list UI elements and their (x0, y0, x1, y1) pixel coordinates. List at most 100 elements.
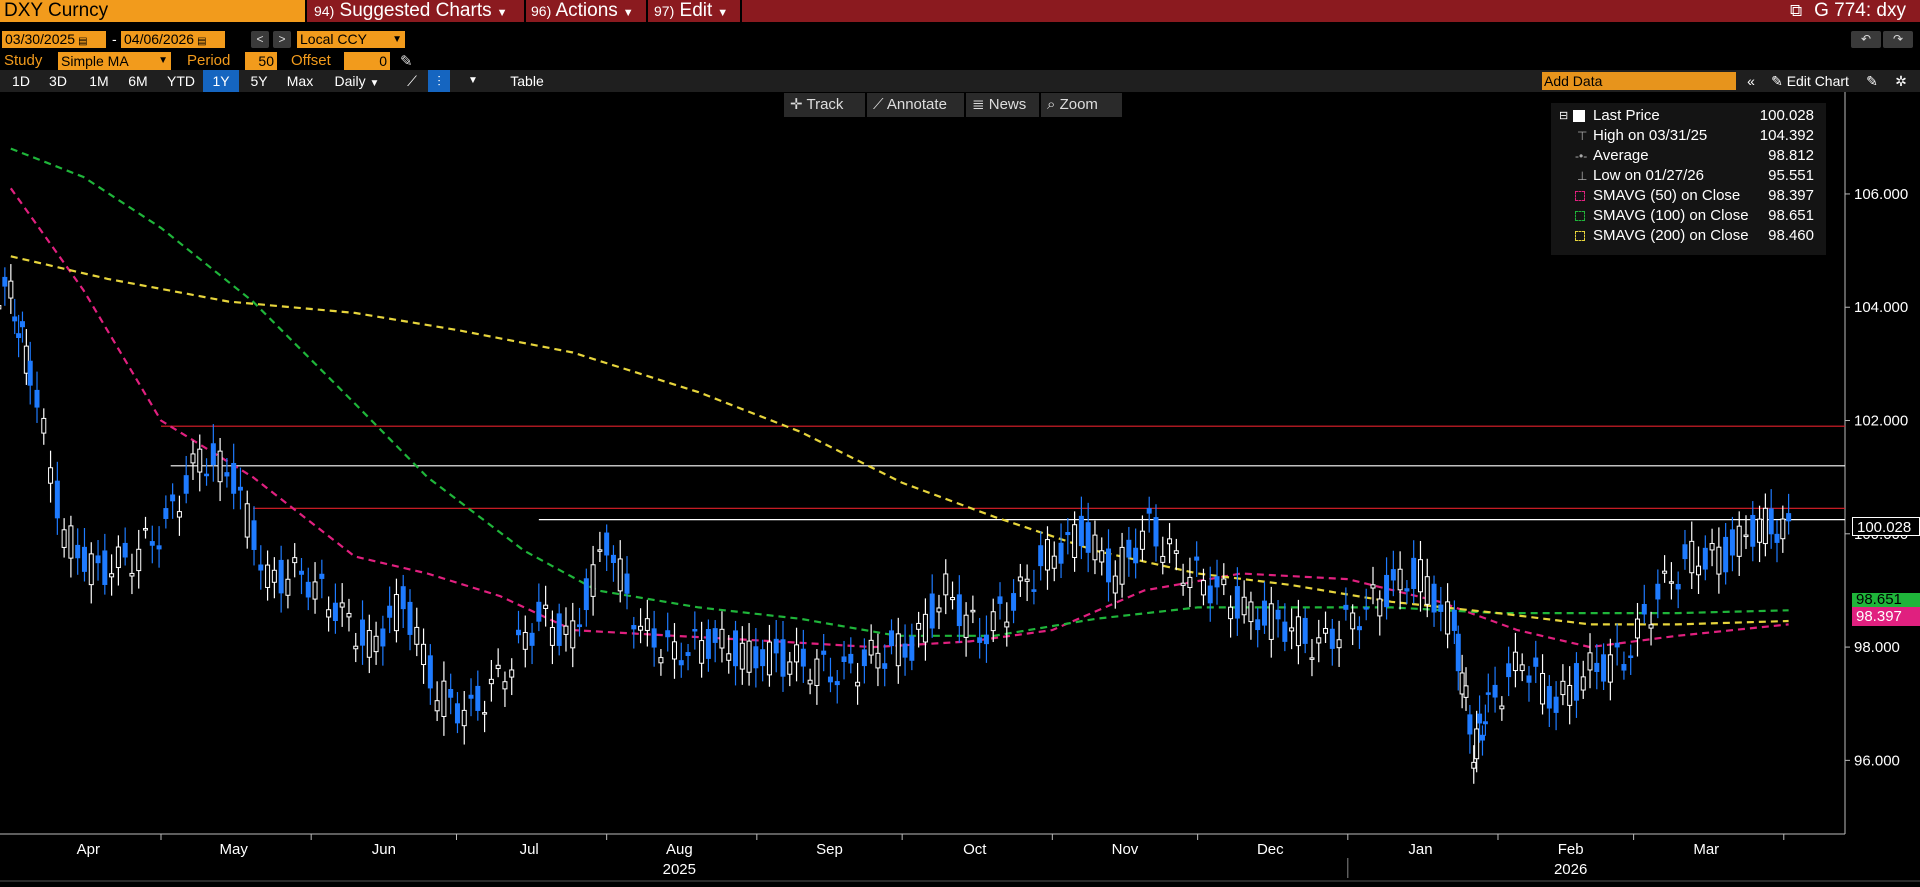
period-field[interactable]: 50 (245, 52, 277, 70)
candle-body (1411, 557, 1417, 589)
edit-icon[interactable]: ✎ (1866, 73, 1878, 89)
candle-body (644, 618, 650, 631)
candle-body (1689, 540, 1695, 574)
candle-body (448, 689, 454, 698)
end-date-field[interactable]: 04/06/2026 ▤ (121, 31, 225, 48)
frequency-select[interactable]: Daily ▼ (324, 70, 390, 92)
pencil-icon[interactable]: ✎ (400, 53, 413, 70)
candle-body (1519, 664, 1525, 672)
candle-body (1648, 624, 1654, 629)
zoom-tool[interactable]: ⌕ Zoom (1041, 93, 1122, 117)
candle-body (81, 546, 87, 572)
legend-high[interactable]: ⊤ High on 03/31/25 104.392 (1551, 126, 1826, 146)
candle-body (1655, 583, 1661, 600)
candle-body (909, 636, 915, 661)
candle-body (441, 680, 447, 717)
legend-average[interactable]: -•- Average 98.812 (1551, 146, 1826, 166)
edit-chart-button[interactable]: ✎ Edit Chart (1766, 70, 1854, 92)
candle-body (1506, 663, 1512, 678)
candle-body (950, 597, 956, 601)
range-1y-button[interactable]: 1Y (203, 70, 239, 92)
next-period-button[interactable]: > (273, 31, 291, 48)
undo-button[interactable]: ↶ (1851, 31, 1881, 48)
candle-body (1207, 585, 1213, 604)
suggested-charts-menu[interactable]: 94) Suggested Charts ▼ (314, 0, 508, 22)
candle-body (360, 619, 366, 646)
candle-body (895, 633, 901, 667)
prev-period-button[interactable]: < (251, 31, 269, 48)
range-ytd-button[interactable]: YTD (167, 73, 195, 89)
candle-body (1017, 576, 1023, 582)
candlestick-icon[interactable]: ⫶ (428, 70, 450, 92)
separator (305, 0, 307, 22)
collapse-icon[interactable]: « (1747, 73, 1755, 89)
candle-body (1762, 507, 1768, 545)
candle-body (75, 544, 81, 559)
legend-low[interactable]: ⊥ Low on 01/27/26 95.551 (1551, 166, 1826, 186)
legend-sma200[interactable]: SMAVG (200) on Close 98.460 (1551, 226, 1826, 246)
legend-sma100[interactable]: SMAVG (100) on Close 98.651 (1551, 206, 1826, 226)
gear-icon[interactable]: ✲ (1895, 73, 1907, 89)
range-5y-button[interactable]: 5Y (250, 73, 268, 89)
add-data-input[interactable]: Add Data (1542, 72, 1736, 90)
candle-body (319, 573, 325, 579)
candle-body (468, 694, 474, 699)
start-date-field[interactable]: 03/30/2025 ▤ (2, 31, 106, 48)
track-tool[interactable]: ✛ Track (784, 93, 865, 117)
candle-body (1682, 544, 1688, 560)
candle-body (1729, 529, 1735, 556)
candle-body (1702, 547, 1708, 570)
annotate-tool[interactable]: ⟋ Annotate (867, 93, 964, 117)
candle-body (1641, 604, 1647, 615)
study-select[interactable]: Simple MA ▼ (58, 52, 171, 70)
calendar-icon[interactable]: ▤ (197, 36, 207, 47)
candle-body (1474, 728, 1480, 760)
redo-button[interactable]: ↷ (1883, 31, 1913, 48)
candle-body (1377, 598, 1383, 617)
legend-name: Average (1593, 147, 1649, 164)
candle-body (1467, 714, 1473, 735)
candle-body (305, 581, 311, 598)
news-tool[interactable]: ≣ News (966, 93, 1039, 117)
range-max-button[interactable]: Max (286, 73, 314, 89)
candle-body (1485, 692, 1491, 695)
candle-body (251, 520, 257, 550)
candle-body (516, 629, 522, 636)
range-1m-button[interactable]: 1M (89, 73, 109, 89)
top-menu-bar (0, 0, 1920, 22)
candle-body (956, 594, 962, 627)
candle-body (231, 463, 237, 494)
legend-last-price[interactable]: ⊟ Last Price 100.028 (1551, 106, 1826, 126)
edit-menu[interactable]: 97) Edit ▼ (654, 0, 728, 22)
candle-body (739, 642, 745, 670)
calendar-icon[interactable]: ▤ (78, 36, 88, 47)
candle-body (1038, 545, 1044, 567)
offset-field[interactable]: 0 (344, 52, 390, 70)
actions-menu[interactable]: 96) Actions ▼ (531, 0, 634, 22)
chart-type-dropdown-icon[interactable]: ▼ (468, 75, 478, 86)
candle-body (332, 602, 338, 621)
candle-body (61, 529, 67, 548)
currency-select[interactable]: Local CCY ▼ (297, 31, 405, 48)
collapse-icon[interactable]: ⊟ (1559, 110, 1569, 122)
candle-body (1477, 713, 1483, 724)
candle-body (1336, 639, 1342, 649)
candle-body (1580, 676, 1586, 691)
table-button[interactable]: Table (510, 73, 544, 89)
legend-sma50[interactable]: SMAVG (50) on Close 98.397 (1551, 186, 1826, 206)
separator (646, 0, 648, 22)
sma100-price-tag: 98.651 (1852, 593, 1920, 607)
candle-body (1228, 606, 1234, 620)
last-price-tag: 100.028 (1852, 517, 1920, 536)
candle-body (427, 655, 433, 689)
range-6m-button[interactable]: 6M (128, 73, 148, 89)
line-chart-icon[interactable]: ⟋ (407, 73, 417, 89)
external-link-icon[interactable]: ⧉ (1789, 1, 1803, 20)
range-3d-button[interactable]: 3D (49, 73, 67, 89)
candle-body (1058, 542, 1064, 564)
range-1d-button[interactable]: 1D (12, 73, 30, 89)
separator (524, 0, 526, 22)
price-chart[interactable]: 96.00098.000100.000102.000104.000106.000… (0, 92, 1920, 887)
candle-body (183, 475, 189, 494)
ticker-field[interactable]: DXY Curncy (0, 0, 305, 22)
